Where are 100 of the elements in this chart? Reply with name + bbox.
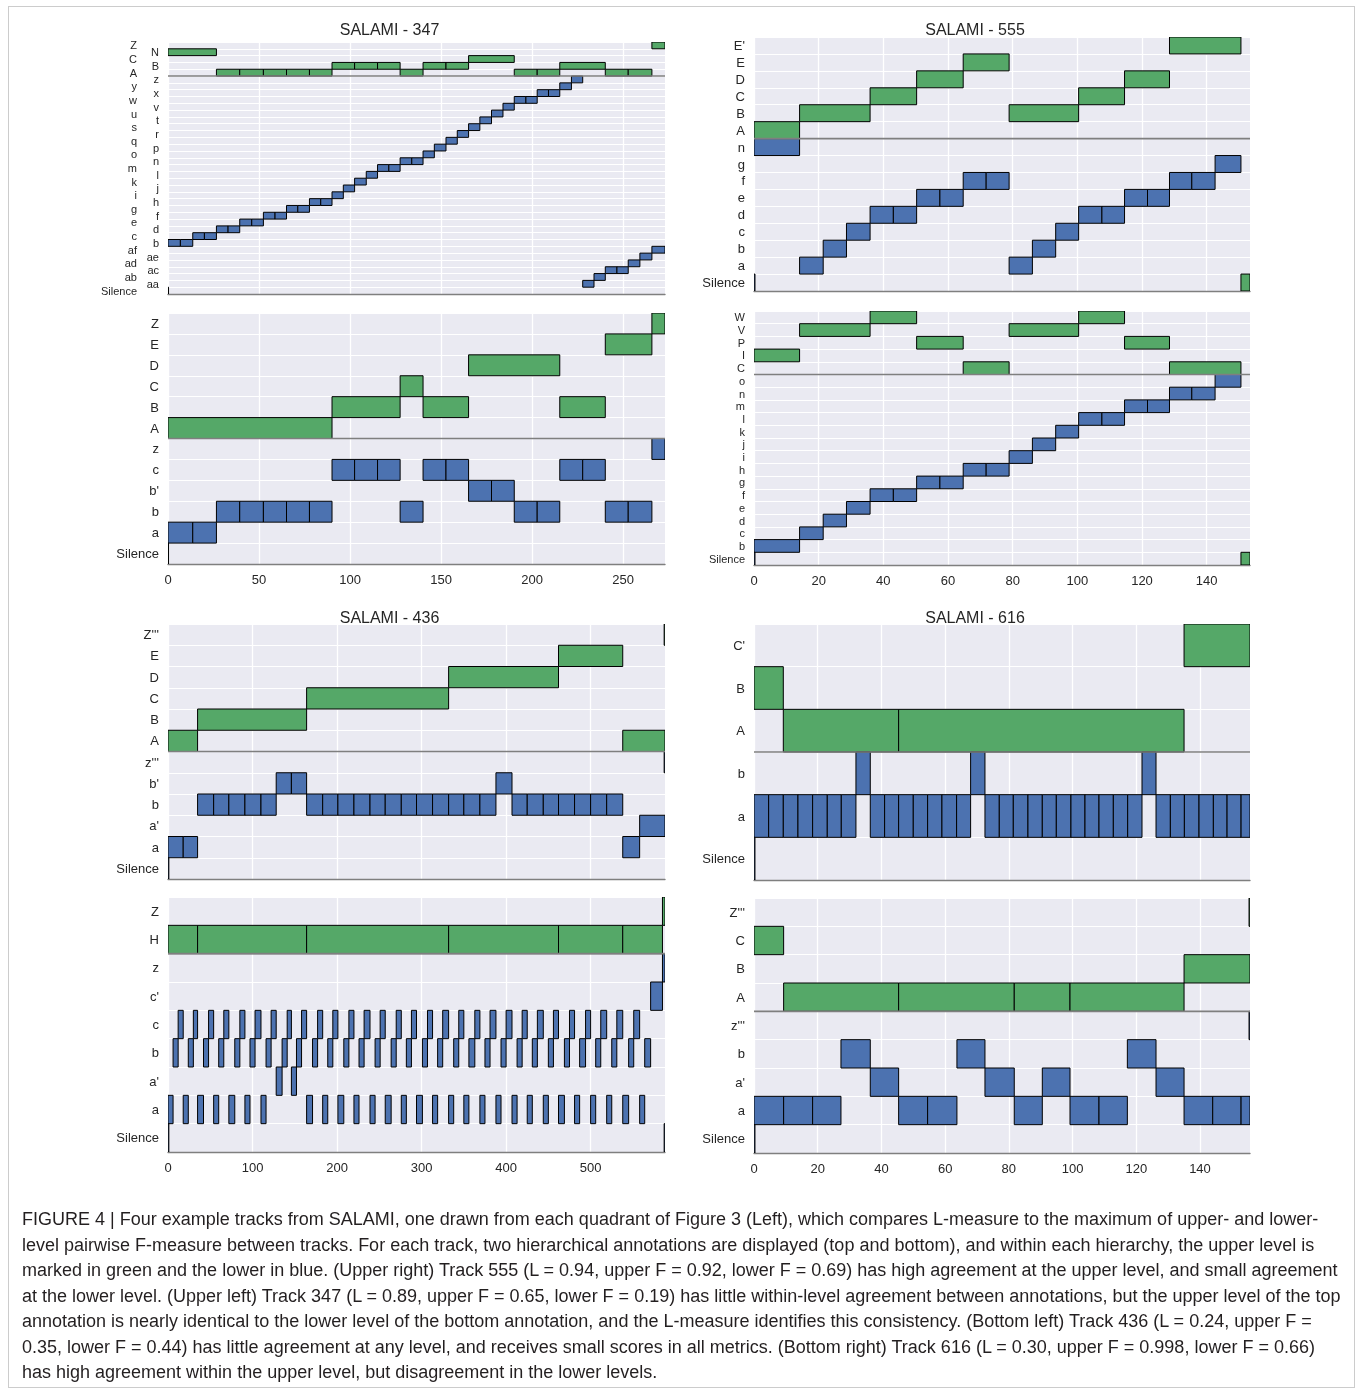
y-tick-label: B xyxy=(151,59,159,72)
bar xyxy=(590,1094,597,1125)
y-tick-label: Z''' xyxy=(729,904,745,920)
y-tick-label: d xyxy=(152,223,159,236)
bar xyxy=(228,1094,236,1125)
bar xyxy=(1240,551,1250,565)
y-tick-label: s xyxy=(131,121,138,134)
y-tick-label: D xyxy=(149,669,159,685)
y-tick-label: a xyxy=(737,1103,746,1118)
y-tick-label: c xyxy=(739,527,746,540)
bar xyxy=(651,42,665,50)
y-tick-label: o xyxy=(738,374,745,387)
y-tick-label: q xyxy=(130,134,137,147)
y-tick-label: A xyxy=(736,723,746,739)
y-tick-label: t xyxy=(155,114,159,127)
y-tick-label: B xyxy=(736,680,745,696)
x-tick-label: 150 xyxy=(430,572,452,587)
y-tick-label: f xyxy=(741,489,746,502)
x-tick-label: 80 xyxy=(1005,573,1020,588)
y-tick-label: h xyxy=(152,196,159,209)
chart-title: SALAMI - 616 xyxy=(925,608,1025,626)
y-tick-label: j xyxy=(155,182,159,195)
y-tick-label: I xyxy=(741,349,745,362)
x-tick-label: 400 xyxy=(495,1160,517,1175)
x-tick-label: 0 xyxy=(750,573,758,588)
bar xyxy=(369,1094,376,1125)
y-tick-label: m xyxy=(127,162,137,174)
y-tick-label: a' xyxy=(149,818,159,834)
bar xyxy=(495,1094,502,1125)
x-tick-label: 20 xyxy=(810,1161,825,1176)
y-tick-label: b xyxy=(151,1045,159,1061)
x-tick-label: 120 xyxy=(1125,1161,1148,1176)
bar xyxy=(559,396,606,419)
x-tick-label: 140 xyxy=(1189,1161,1211,1176)
bar xyxy=(1240,273,1250,291)
y-tick-label: E' xyxy=(733,37,745,53)
bar xyxy=(463,1094,470,1125)
y-tick-label: p xyxy=(152,141,159,154)
bar xyxy=(416,1094,423,1125)
y-tick-label: Silence xyxy=(116,860,159,876)
y-tick-label: c' xyxy=(150,988,159,1004)
y-tick-label: x xyxy=(153,87,160,100)
bar xyxy=(916,335,964,350)
y-tick-label: C xyxy=(737,362,746,375)
y-tick-label: w xyxy=(128,93,138,106)
y-tick-label: Silence xyxy=(702,851,745,867)
y-tick-label: D xyxy=(735,71,745,87)
y-tick-label: e xyxy=(738,501,745,514)
y-tick-label: y xyxy=(131,80,138,93)
x-tick-label: 20 xyxy=(811,573,826,588)
chart-title: SALAMI - 436 xyxy=(339,608,440,626)
y-tick-label: C' xyxy=(733,637,745,653)
bar xyxy=(448,1094,455,1125)
y-tick-label: l xyxy=(742,412,745,425)
x-tick-label: 0 xyxy=(750,1161,758,1176)
bar xyxy=(606,1094,613,1125)
y-tick-label: g xyxy=(737,156,745,172)
bar xyxy=(244,1094,251,1125)
y-tick-label: d xyxy=(738,514,745,527)
y-tick-label: a xyxy=(151,839,160,855)
y-tick-label: ad xyxy=(124,257,137,270)
y-tick-label: r xyxy=(155,127,160,140)
y-tick-label: W xyxy=(734,311,746,324)
y-tick-label: C xyxy=(149,378,159,394)
bar xyxy=(479,1094,486,1125)
y-tick-label: b xyxy=(737,241,745,257)
y-tick-label: b xyxy=(152,236,159,249)
bar xyxy=(639,1094,646,1125)
bar xyxy=(1183,624,1250,668)
y-tick-label: E xyxy=(736,54,746,70)
y-tick-label: B xyxy=(736,105,745,121)
y-tick-label: n xyxy=(738,387,745,400)
y-tick-label: a xyxy=(151,1102,160,1117)
bar xyxy=(511,1094,518,1125)
bar xyxy=(558,1094,565,1125)
x-tick-label: 100 xyxy=(339,572,361,587)
y-tick-label: n xyxy=(737,139,745,155)
y-tick-label: z''' xyxy=(145,754,159,770)
x-tick-label: 60 xyxy=(937,1161,953,1176)
y-tick-label: c xyxy=(131,230,138,243)
y-tick-label: Silence xyxy=(702,1131,745,1147)
x-tick-label: 500 xyxy=(579,1160,602,1175)
bar xyxy=(622,1094,630,1125)
y-tick-label: C xyxy=(735,88,745,104)
y-tick-label: A xyxy=(150,420,160,436)
bar xyxy=(526,1094,533,1125)
bar xyxy=(400,1094,407,1125)
y-tick-label: a xyxy=(737,808,746,824)
y-tick-label: b xyxy=(737,765,745,781)
y-tick-label: Silence xyxy=(708,552,745,565)
y-tick-label: e xyxy=(130,216,137,229)
y-tick-label: e xyxy=(737,190,745,206)
y-tick-label: Silence xyxy=(116,546,159,562)
x-tick-label: 100 xyxy=(241,1160,264,1175)
y-tick-label: z xyxy=(153,73,159,86)
x-tick-label: 300 xyxy=(410,1160,433,1175)
y-tick-label: n xyxy=(152,155,159,168)
y-tick-label: a xyxy=(737,258,746,274)
y-tick-label: k xyxy=(131,175,138,188)
y-tick-label: Z xyxy=(151,903,160,919)
